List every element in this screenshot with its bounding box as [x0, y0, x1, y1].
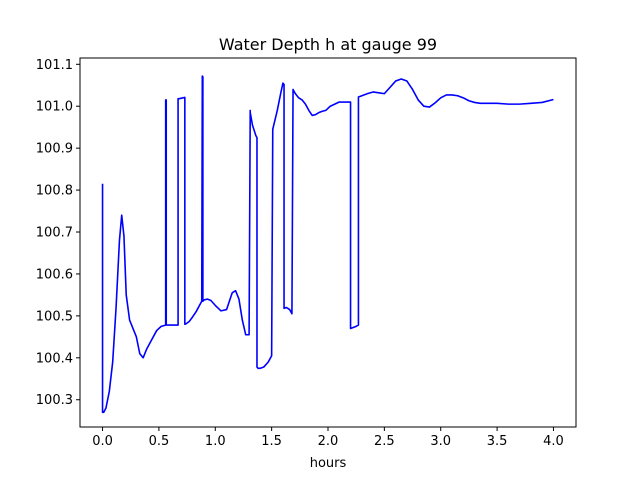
y-tick-label: 101.0 — [36, 100, 73, 115]
y-tick-label: 100.5 — [36, 309, 73, 324]
x-axis-label: hours — [310, 456, 347, 471]
x-tick-label: 2.0 — [318, 434, 339, 449]
y-tick-label: 100.3 — [36, 393, 73, 408]
plot-frame — [79, 57, 577, 428]
x-tick-label: 3.5 — [487, 434, 508, 449]
y-tick-label: 100.8 — [36, 184, 73, 199]
x-tick-label: 1.0 — [205, 434, 226, 449]
y-tick-label: 100.9 — [36, 142, 73, 157]
series-line-1 — [101, 75, 554, 414]
x-tick-label: 4.0 — [543, 434, 564, 449]
y-tick-label: 101.1 — [36, 58, 73, 73]
y-axis-ticks: 100.3 100.4 100.5 100.6 100.7 100.8 100.9 101.0… — [36, 58, 80, 408]
y-tick-label: 100.7 — [36, 226, 73, 241]
x-tick-label: 2.5 — [374, 434, 395, 449]
y-tick-label: 100.6 — [36, 267, 73, 282]
x-tick-label: 1.5 — [261, 434, 282, 449]
chart-title: Water Depth h at gauge 99 — [219, 35, 437, 54]
x-tick-label: 0.0 — [92, 434, 113, 449]
plot-area — [101, 75, 554, 414]
y-tick-label: 100.4 — [36, 351, 73, 366]
x-axis-ticks: 0.0 0.5 1.0 1.5 2.0 2.5 3.0 3.5 4.0 — [92, 427, 564, 449]
x-tick-label: 0.5 — [149, 434, 170, 449]
x-tick-label: 3.0 — [430, 434, 451, 449]
